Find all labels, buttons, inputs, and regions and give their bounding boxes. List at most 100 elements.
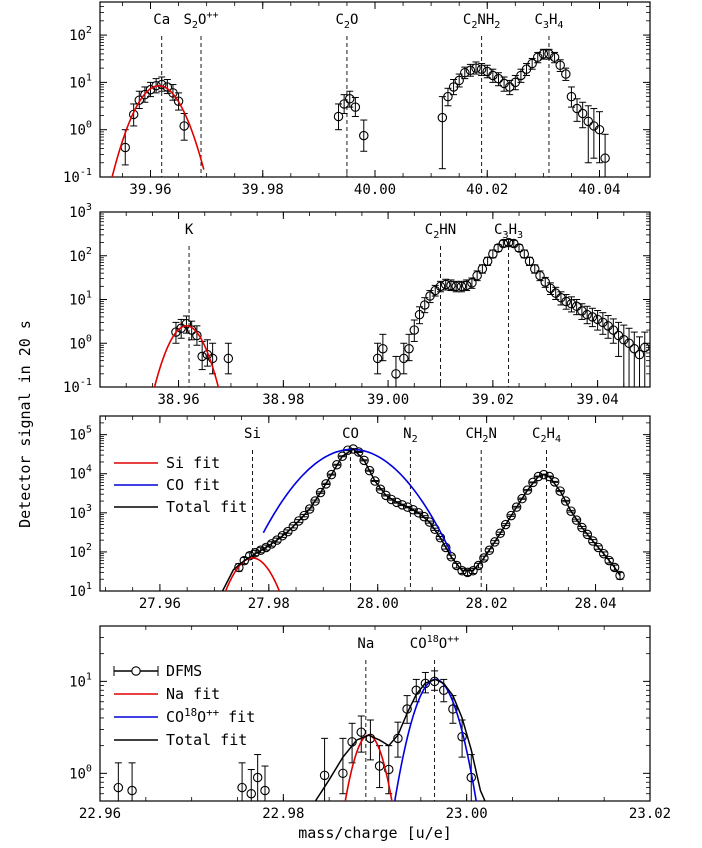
x-tick-label: 39.02 xyxy=(472,392,514,408)
marker xyxy=(207,353,218,364)
marker xyxy=(488,249,498,259)
x-tick-label: 39.04 xyxy=(577,392,619,408)
plot-frame xyxy=(99,211,651,388)
marker xyxy=(246,788,257,799)
data-point xyxy=(344,90,355,108)
peak-label: K xyxy=(185,222,194,238)
data-point xyxy=(446,279,456,292)
data-point xyxy=(359,119,369,152)
marker xyxy=(600,153,610,163)
data-point xyxy=(156,76,167,92)
total-fit-curve xyxy=(314,678,486,801)
legend-label: Total fit xyxy=(166,498,247,516)
marker xyxy=(555,60,565,71)
marker xyxy=(467,278,477,288)
fit-curve-co18o-fit xyxy=(393,678,478,801)
chart-panel-4: 22.96 22.98 23.00 23.02 100 101 Na CO18O++ DFMS N… xyxy=(69,625,671,822)
data-point xyxy=(550,286,561,300)
data-point xyxy=(140,86,150,103)
data-point xyxy=(615,570,625,581)
peak-label: C2H4 xyxy=(532,426,561,445)
data-point xyxy=(319,737,330,801)
marker xyxy=(294,516,304,526)
marker xyxy=(359,455,369,466)
marker xyxy=(420,300,430,310)
peak-label: Na xyxy=(357,636,374,652)
data-point xyxy=(467,277,477,289)
marker xyxy=(128,109,139,120)
marker xyxy=(319,770,330,781)
data-point xyxy=(488,68,498,83)
marker xyxy=(549,52,560,62)
marker xyxy=(598,548,609,559)
x-tick-label: 23.02 xyxy=(629,806,671,822)
x-tick-label: 28.00 xyxy=(357,596,399,612)
x-tick-label: 40.04 xyxy=(578,182,620,198)
y-tick-label: 10-1 xyxy=(63,377,92,396)
marker xyxy=(252,772,263,783)
data-point xyxy=(555,59,565,72)
data-point xyxy=(561,294,571,310)
y-tick-label: 101 xyxy=(69,72,92,91)
marker xyxy=(506,510,516,521)
data-point xyxy=(399,342,409,375)
peak-label: S2O++ xyxy=(183,10,218,31)
marker xyxy=(456,281,467,292)
marker xyxy=(353,447,364,457)
data-point xyxy=(583,105,594,164)
marker xyxy=(544,49,554,59)
marker xyxy=(566,298,577,309)
data-point xyxy=(425,290,435,304)
marker xyxy=(538,49,549,59)
data-point xyxy=(498,238,509,249)
marker xyxy=(386,494,397,505)
data-point xyxy=(598,312,608,335)
marker xyxy=(321,479,331,489)
data-point xyxy=(482,256,493,266)
chart-panel-2: 38.96 38.98 39.00 39.02 39.04 10-1 100 101 102 10… xyxy=(63,202,651,408)
marker xyxy=(530,264,540,274)
x-tick-label: 39.96 xyxy=(129,182,171,198)
data-point xyxy=(493,72,504,87)
data-point xyxy=(128,103,139,127)
marker xyxy=(533,471,544,482)
data-point xyxy=(437,96,448,170)
marker xyxy=(503,237,514,248)
fit-curve-co-fit xyxy=(262,448,452,554)
marker xyxy=(540,277,550,287)
marker xyxy=(640,342,650,353)
marker xyxy=(604,555,614,566)
marker xyxy=(409,325,420,335)
data-point xyxy=(571,515,582,525)
legend-label: CO fit xyxy=(166,476,220,494)
peak-label: C2O xyxy=(335,12,358,31)
marker xyxy=(528,477,538,488)
y-tick-label: 101 xyxy=(69,290,92,309)
peak-label: N2 xyxy=(403,426,418,445)
data-point xyxy=(402,695,412,724)
marker xyxy=(173,96,184,106)
plot-area xyxy=(221,444,625,591)
marker xyxy=(479,553,489,563)
fit-curve-k-fit xyxy=(153,325,220,387)
data-point xyxy=(544,48,554,60)
peak-label: C3H3 xyxy=(494,222,523,241)
marker xyxy=(615,570,625,581)
marker xyxy=(392,497,402,508)
marker xyxy=(545,283,556,294)
x-tick-label: 28.02 xyxy=(466,596,508,612)
x-tick-label: 40.00 xyxy=(354,182,396,198)
peak-label: C2HN xyxy=(425,222,456,241)
data-point xyxy=(587,307,598,328)
total-fit-curve xyxy=(221,448,621,591)
marker xyxy=(609,562,620,573)
marker xyxy=(465,65,476,76)
data-point xyxy=(488,249,498,259)
data-point xyxy=(339,94,349,114)
x-tick-label: 38.98 xyxy=(262,392,304,408)
marker xyxy=(333,111,344,122)
marker xyxy=(435,281,446,292)
plot-area xyxy=(111,48,610,177)
data-point xyxy=(420,297,430,314)
marker xyxy=(364,465,375,476)
